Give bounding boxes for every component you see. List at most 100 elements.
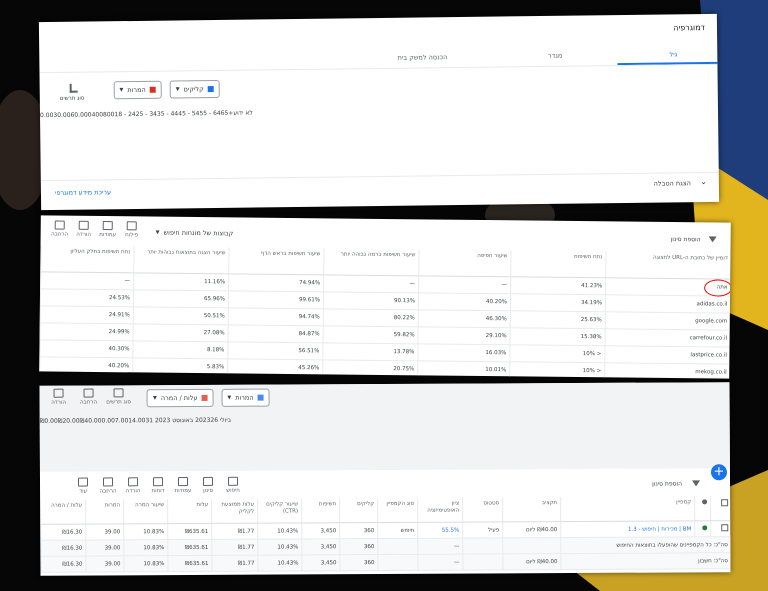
- x-tick-label: לא ידוע: [233, 109, 253, 117]
- metric-cell: 24.99%: [40, 322, 134, 341]
- legend-dropdown[interactable]: קליקים ▼: [169, 79, 220, 99]
- campaign-cell: חיפוש: [377, 522, 418, 539]
- dropdown-label: קבוצות של מונחות חיפוש: [163, 228, 234, 238]
- summary-label: סה"כ: כל הקמפיינים שהופעלו בתוצאות החיפו…: [560, 536, 731, 554]
- column-header: שיעור הצגה בתוצאות גבוהות יותר: [133, 246, 230, 274]
- legend-label: המרות: [235, 393, 254, 402]
- summary-metric: 10.43%: [257, 554, 302, 572]
- metric-cell: 94.74%: [228, 307, 324, 326]
- filter-label[interactable]: הוספת סינון: [670, 235, 701, 244]
- footer-toggle[interactable]: הצגת הטבלה: [653, 179, 691, 188]
- segment-dropdown[interactable]: קבוצות של מונחות חיפוש ▼: [150, 224, 239, 242]
- summary-metric: 3,450: [301, 554, 340, 571]
- y-tick-label: ₪20.00: [57, 417, 80, 425]
- chart-tool[interactable]: הרחבה: [74, 388, 104, 406]
- metric-cell: —: [40, 271, 134, 290]
- toolbar-icon: [83, 388, 94, 398]
- empty-cell: [377, 538, 418, 555]
- column-header: נתח חשיפות: [510, 250, 606, 278]
- toolbar-label: עמודות: [174, 488, 192, 495]
- column-header: עלות: [167, 498, 212, 524]
- toolbar-button[interactable]: עוד: [68, 477, 98, 495]
- legend-dropdown[interactable]: המרות ▼: [113, 80, 162, 100]
- metric-cell: 16.03%: [417, 343, 511, 362]
- toolbar-label: עוד: [79, 488, 88, 495]
- chart-tool[interactable]: סוג תרשים: [104, 388, 134, 405]
- toolbar-label: חיפוש: [226, 487, 240, 494]
- domain-cell: google.com: [605, 311, 731, 331]
- metric-cell: < 10%: [509, 344, 606, 363]
- toolbar-label: הורדה: [51, 399, 67, 406]
- footer-divider: [40, 171, 719, 182]
- column-header: עלות / המרה: [40, 499, 86, 525]
- legend-dropdown[interactable]: עלות / המרה ▼: [146, 388, 214, 408]
- tab[interactable]: הכנסה למשק בית: [397, 53, 448, 62]
- summary-row: סה"כ: חשבון ₪40.00 ליום — 360 3,450 10.43% ₪1.…: [40, 552, 731, 573]
- dropdown-caret: ▼: [152, 395, 157, 402]
- summary-metric: 10.83%: [123, 555, 168, 572]
- legend-swatch: [149, 86, 156, 93]
- y-tick-label: ₪40.00: [79, 417, 102, 425]
- toolbar-label: הורדה: [125, 488, 141, 495]
- column-header: ציון האופטימיזציה: [417, 497, 463, 523]
- metric-cell: 56.51%: [227, 341, 324, 360]
- metric-cell: 50.51%: [133, 306, 229, 325]
- campaign-panel: הורדה הרחבה סוג תרשים המרות ▼ עלות / המרה ▼ ₪0.…: [39, 382, 731, 576]
- column-header: שיעור קליקים (CTR): [257, 498, 302, 524]
- metric-cell: 59.82%: [323, 325, 419, 344]
- summary-metric: 10.43%: [257, 538, 302, 556]
- toolbar-icon: [102, 477, 114, 487]
- metric-cell: 29.10%: [418, 326, 511, 345]
- metric-cell: 25.63%: [510, 310, 606, 329]
- y-tick-label: 60.00: [70, 111, 88, 119]
- campaign-name: BM | מכירות | חיפוש - 1.3: [560, 520, 695, 538]
- toolbar-label: הרחבה: [80, 399, 98, 406]
- filter-label[interactable]: הוספת סינון: [652, 480, 683, 488]
- metric-cell: 15.38%: [510, 327, 606, 346]
- x-tick-label: 65+: [220, 109, 234, 117]
- tabs-divider: [39, 63, 718, 74]
- toolbar-icon: [113, 388, 124, 398]
- campaign-cell: 55.5%: [417, 522, 463, 539]
- legend-label: עלות / המרה: [160, 393, 198, 403]
- campaign-cell: 360: [339, 522, 378, 539]
- toolbar-icon: [54, 220, 65, 230]
- empty-cell: [462, 553, 503, 571]
- tab[interactable]: מגדר: [547, 51, 563, 60]
- add-button[interactable]: +: [710, 464, 728, 481]
- y-tick-label: 0.00: [39, 111, 54, 120]
- metric-cell: 80.22%: [323, 308, 419, 327]
- metric-cell: 40.20%: [418, 292, 511, 311]
- y2-tick-label: 0.00: [101, 417, 115, 425]
- column-header: דומיין של כתובת ה-URL לתצוגה: [605, 251, 731, 280]
- line-chart: ₪0.00₪20.00₪40.000.007.0014.0031 ביולי 2…: [40, 407, 232, 427]
- row-checkbox: [710, 520, 731, 537]
- metric-cell: 65.96%: [133, 289, 229, 308]
- column-header: שיעור המרה: [123, 499, 168, 524]
- toolbar-button[interactable]: פילוח: [117, 221, 147, 238]
- summary-metric: 10.83%: [123, 539, 168, 556]
- dropdown-caret: ▼: [155, 229, 160, 236]
- bar-chart: 0.0030.0060.00040080018 - 2425 - 3435 - …: [40, 100, 253, 122]
- metric-cell: 84.87%: [228, 324, 324, 343]
- chart-tool[interactable]: הורדה: [44, 388, 74, 406]
- campaign-cell: ₪16.30: [40, 524, 86, 541]
- y2-tick-label: 400: [91, 111, 104, 119]
- metric-cell: 41.23%: [510, 276, 606, 295]
- column-header: סוג הקמפיין: [377, 497, 418, 523]
- tab[interactable]: גיל: [669, 50, 678, 59]
- domain-cell: adidas.co.il: [605, 294, 731, 314]
- campaign-cell: 10.43%: [257, 522, 302, 540]
- legend-dropdown[interactable]: המרות ▼: [221, 388, 270, 407]
- footer-link[interactable]: עריכת מידע דמוגרפי: [54, 188, 112, 197]
- campaign-cell: 39.00: [85, 523, 124, 541]
- summary-metric: ₪635.61: [167, 539, 212, 556]
- toolbar-icon: [102, 221, 113, 231]
- chart-type-icon: [69, 83, 78, 93]
- summary-metric: 360: [339, 538, 378, 555]
- campaign-cell: 3,450: [301, 522, 340, 539]
- metric-cell: 40.30%: [39, 339, 134, 358]
- summary-optimization: —: [417, 554, 463, 571]
- toolbar-icon: [77, 477, 89, 487]
